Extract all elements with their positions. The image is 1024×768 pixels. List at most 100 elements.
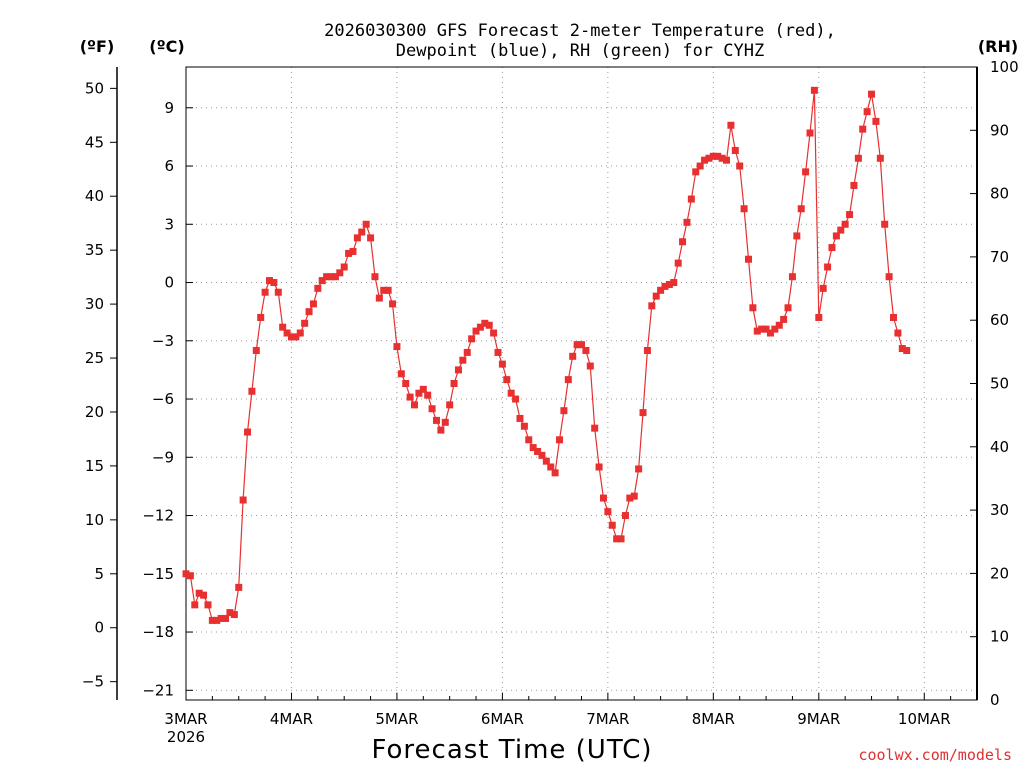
rh-tick-label: 10 <box>990 628 1009 646</box>
temperature-point <box>683 218 691 226</box>
temperature-point <box>617 535 625 543</box>
temperature-point <box>665 280 673 288</box>
chart-title-line-2: Dewpoint (blue), RH (green) for CYHZ <box>396 41 764 61</box>
temperature-point <box>261 288 269 296</box>
temperature-point <box>437 426 445 434</box>
x-tick-label: 4MAR <box>270 710 313 728</box>
temperature-point <box>239 496 247 504</box>
temperature-point <box>569 352 577 360</box>
temperature-point <box>485 321 493 329</box>
temperature-point <box>432 416 440 424</box>
temperature-point <box>358 228 366 236</box>
temperature-point <box>648 302 656 310</box>
temperature-point <box>529 444 537 452</box>
celsius-tick-label: 0 <box>164 274 174 292</box>
temperature-point <box>459 356 467 364</box>
temperature-point <box>740 205 748 213</box>
temperature-point <box>841 220 849 228</box>
temperature-point <box>828 244 836 252</box>
temperature-point <box>380 286 388 294</box>
temperature-point <box>586 362 594 370</box>
fahrenheit-tick-label: 20 <box>85 403 104 421</box>
temperature-point <box>613 535 621 543</box>
temperature-point <box>749 304 757 312</box>
celsius-tick-label: 9 <box>164 99 174 117</box>
temperature-point <box>578 341 585 349</box>
temperature-point <box>599 494 607 502</box>
rh-tick-label: 30 <box>990 501 1009 519</box>
temperature-point <box>200 591 208 599</box>
temperature-point <box>758 325 766 333</box>
temperature-point <box>393 343 401 351</box>
temperature-point <box>595 463 603 471</box>
fahrenheit-tick-label: 0 <box>94 619 104 637</box>
temperature-point <box>213 616 221 624</box>
temperature-point <box>367 234 375 242</box>
temperature-point <box>674 259 682 267</box>
rh-tick-label: 70 <box>990 248 1009 266</box>
temperature-point <box>604 508 612 516</box>
rh-tick-label: 60 <box>990 311 1009 329</box>
temperature-point <box>850 181 858 189</box>
temperature-point <box>345 249 353 257</box>
x-tick-label: 9MAR <box>797 710 840 728</box>
fahrenheit-tick-label: 10 <box>85 511 104 529</box>
temperature-point <box>248 387 256 395</box>
temperature-point <box>301 319 309 327</box>
temperature-point <box>621 512 629 520</box>
rh-tick-label: 90 <box>990 121 1009 139</box>
temperature-point <box>252 346 260 354</box>
x-tick-sublabel: 2026 <box>167 728 205 746</box>
temperature-point <box>723 156 731 164</box>
temperature-point <box>564 376 572 384</box>
temperature-point <box>837 226 845 234</box>
celsius-tick-label: −12 <box>142 507 174 525</box>
celsius-tick-label: −21 <box>142 681 174 699</box>
temperature-point <box>402 380 410 387</box>
temperature-point <box>490 329 498 337</box>
temperature-point <box>793 232 801 240</box>
temperature-point <box>701 156 709 164</box>
temperature-point <box>775 321 783 329</box>
temperature-point <box>630 492 638 500</box>
temperature-point <box>819 284 827 292</box>
rh-tick-label: 80 <box>990 185 1009 203</box>
temperature-point <box>881 220 889 228</box>
rh-tick-label: 40 <box>990 438 1009 456</box>
temperature-point <box>635 465 643 473</box>
x-tick-label: 7MAR <box>586 710 629 728</box>
temperature-point <box>670 279 678 287</box>
rh-tick-label: 50 <box>990 375 1009 393</box>
temperature-point <box>265 277 273 285</box>
temperature-point <box>806 129 814 137</box>
temperature-point <box>657 286 665 294</box>
temperature-point <box>854 154 862 162</box>
fahrenheit-axis-unit: (ºF) <box>80 37 115 56</box>
temperature-point <box>441 418 449 426</box>
temperature-point <box>411 401 419 409</box>
gridlines <box>186 67 977 700</box>
temperature-point <box>186 572 194 580</box>
temperature-point <box>384 286 392 294</box>
x-tick-label: 6MAR <box>481 710 524 728</box>
temperature-point <box>287 333 295 341</box>
temperature-point <box>718 154 726 162</box>
temperature-point <box>591 424 599 432</box>
temperature-point <box>766 329 774 337</box>
temperature-point <box>512 395 520 403</box>
temperature-point <box>736 162 744 170</box>
temperature-point <box>375 294 383 302</box>
x-tick-label: 3MAR <box>164 710 207 728</box>
temperature-point <box>389 300 397 308</box>
temperature-point <box>305 308 313 316</box>
celsius-tick-label: 6 <box>164 157 174 175</box>
temperature-point <box>863 108 871 116</box>
temperature-point <box>868 90 876 98</box>
temperature-point <box>274 288 282 296</box>
temperature-point <box>336 269 344 277</box>
fahrenheit-tick-label: 5 <box>94 565 104 583</box>
fahrenheit-tick-label: 35 <box>85 241 104 259</box>
rh-axis-unit: (RH) <box>978 37 1018 56</box>
temperature-point <box>424 391 432 399</box>
